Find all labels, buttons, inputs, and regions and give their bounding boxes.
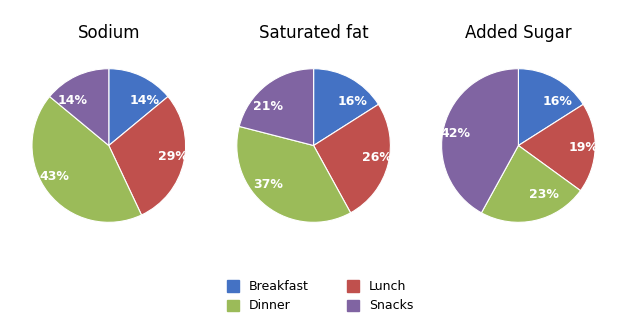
Wedge shape bbox=[239, 69, 314, 146]
Text: 14%: 14% bbox=[58, 94, 88, 107]
Text: 23%: 23% bbox=[529, 188, 559, 201]
Text: 14%: 14% bbox=[130, 94, 160, 107]
Text: 21%: 21% bbox=[253, 99, 283, 112]
Wedge shape bbox=[481, 146, 580, 222]
Title: Added Sugar: Added Sugar bbox=[465, 25, 572, 43]
Text: 16%: 16% bbox=[338, 95, 367, 108]
Wedge shape bbox=[314, 104, 390, 213]
Wedge shape bbox=[314, 69, 378, 146]
Text: 26%: 26% bbox=[362, 151, 392, 164]
Text: 29%: 29% bbox=[157, 150, 188, 163]
Wedge shape bbox=[518, 69, 583, 146]
Title: Saturated fat: Saturated fat bbox=[259, 25, 369, 43]
Wedge shape bbox=[32, 96, 141, 222]
Wedge shape bbox=[109, 69, 168, 146]
Title: Sodium: Sodium bbox=[77, 25, 140, 43]
Text: 43%: 43% bbox=[40, 170, 69, 182]
Text: 16%: 16% bbox=[543, 95, 572, 108]
Text: 19%: 19% bbox=[568, 141, 598, 154]
Wedge shape bbox=[518, 104, 595, 191]
Wedge shape bbox=[50, 69, 109, 146]
Wedge shape bbox=[109, 96, 186, 215]
Wedge shape bbox=[442, 69, 518, 213]
Wedge shape bbox=[237, 127, 351, 222]
Text: 42%: 42% bbox=[440, 127, 470, 140]
Text: 37%: 37% bbox=[253, 179, 283, 192]
Legend: Breakfast, Dinner, Lunch, Snacks: Breakfast, Dinner, Lunch, Snacks bbox=[221, 275, 419, 318]
